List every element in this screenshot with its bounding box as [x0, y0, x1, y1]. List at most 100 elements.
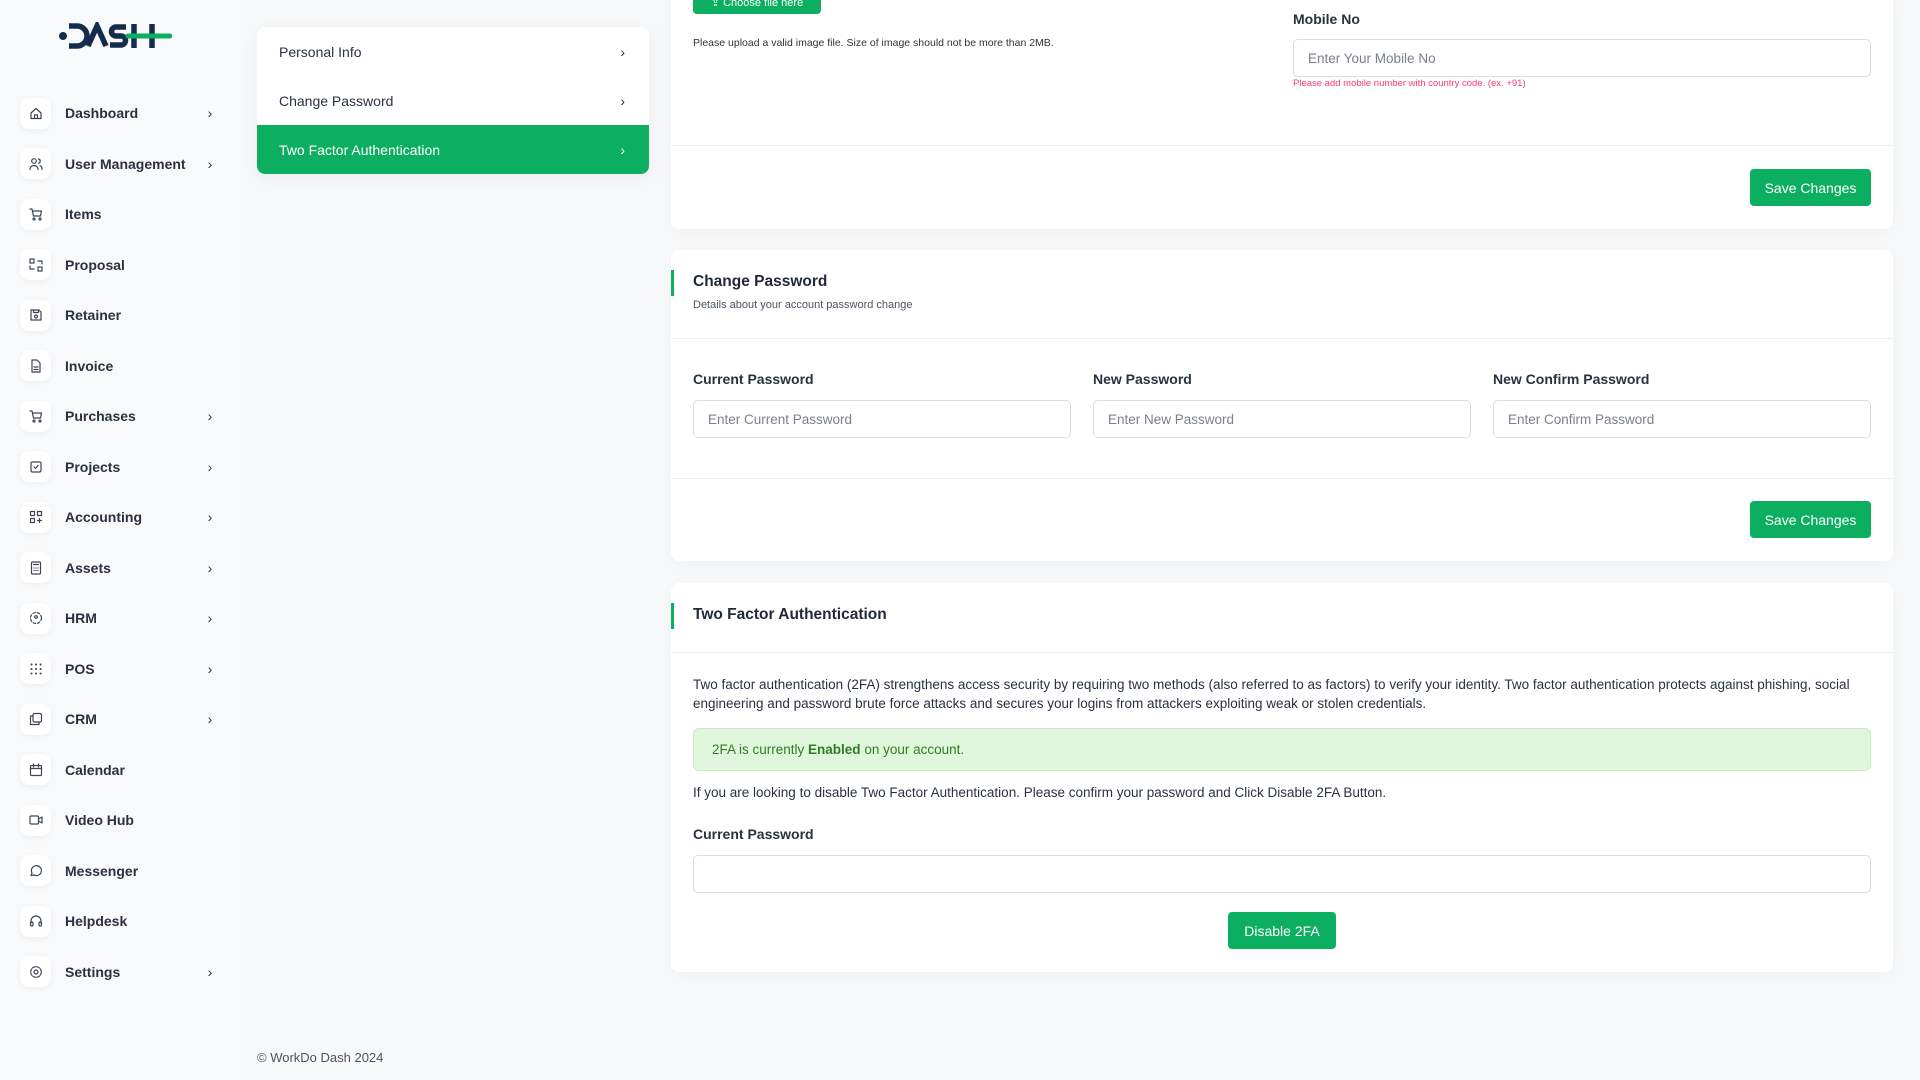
- sidebar-item-label: Calendar: [65, 761, 125, 778]
- sidebar-nav: Dashboard › User Management › Items Prop…: [20, 88, 220, 997]
- sidebar-item-label: Assets: [65, 559, 111, 576]
- divider: [671, 478, 1893, 479]
- card-title: Two Factor Authentication: [693, 606, 887, 623]
- cart-icon: [20, 400, 51, 432]
- sidebar-item-label: Dashboard: [65, 105, 139, 122]
- sidebar-item-helpdesk[interactable]: Helpdesk: [20, 896, 220, 947]
- sidebar-item-hrm[interactable]: HRM ›: [20, 593, 220, 644]
- sidebar-item-proposal[interactable]: Proposal: [20, 240, 220, 291]
- sidebar-item-label: Invoice: [65, 357, 114, 374]
- sidebar-item-calendar[interactable]: Calendar: [20, 745, 220, 796]
- sidebar-item-items[interactable]: Items: [20, 189, 220, 240]
- choose-file-button[interactable]: ⇪ Choose file here: [693, 0, 821, 14]
- card-title: Change Password: [693, 273, 828, 290]
- chevron-right-icon: ›: [207, 509, 213, 526]
- sidebar-item-accounting[interactable]: Accounting ›: [20, 492, 220, 543]
- calculator-icon: [20, 552, 51, 584]
- submenu-item-label: Personal Info: [279, 43, 362, 60]
- cart-icon: [20, 198, 51, 230]
- square-check-icon: [20, 451, 51, 483]
- layers-icon: [20, 703, 51, 735]
- sidebar-item-user-management[interactable]: User Management ›: [20, 139, 220, 190]
- exchange-icon: [20, 249, 51, 281]
- sidebar-item-label: POS: [65, 660, 95, 677]
- two-factor-card: Two Factor Authentication Two factor aut…: [671, 583, 1893, 972]
- sidebar-item-label: Helpdesk: [65, 913, 128, 930]
- sidebar-item-pos[interactable]: POS ›: [20, 644, 220, 695]
- sidebar-item-purchases[interactable]: Purchases ›: [20, 391, 220, 442]
- chevron-right-icon: ›: [620, 141, 625, 158]
- message-icon: [20, 855, 51, 887]
- save-password-button[interactable]: Save Changes: [1750, 501, 1871, 538]
- sidebar-item-video-hub[interactable]: Video Hub: [20, 795, 220, 846]
- chevron-right-icon: ›: [620, 43, 625, 60]
- sidebar-item-messenger[interactable]: Messenger: [20, 846, 220, 897]
- current-password-input[interactable]: [693, 400, 1071, 438]
- chevron-right-icon: ›: [620, 92, 625, 109]
- chevron-right-icon: ›: [207, 559, 213, 576]
- mobile-input[interactable]: [1293, 39, 1871, 77]
- sidebar-item-label: HRM: [65, 610, 97, 627]
- sidebar-item-label: Purchases: [65, 408, 136, 425]
- sidebar-item-invoice[interactable]: Invoice: [20, 341, 220, 392]
- current-password-label: Current Password: [693, 371, 814, 387]
- sidebar-item-label: Items: [65, 206, 102, 223]
- chevron-right-icon: ›: [207, 660, 213, 677]
- gear-icon: [20, 956, 51, 988]
- calendar-icon: [20, 754, 51, 786]
- card-subtitle: Details about your account password chan…: [693, 299, 913, 311]
- confirm-password-input[interactable]: [1493, 400, 1871, 438]
- chevron-right-icon: ›: [207, 155, 213, 172]
- sidebar-item-retainer[interactable]: Retainer: [20, 290, 220, 341]
- apps-icon: [20, 501, 51, 533]
- confirm-password-group: New Confirm Password: [1493, 371, 1871, 438]
- chevron-right-icon: ›: [207, 610, 213, 627]
- users-icon: [20, 148, 51, 180]
- change-password-card: Change Password Details about your accou…: [671, 250, 1893, 561]
- submenu-item-label: Change Password: [279, 92, 394, 109]
- submenu-item-personal-info[interactable]: Personal Info ›: [257, 27, 649, 76]
- sidebar-item-label: Messenger: [65, 862, 139, 879]
- save-personal-button[interactable]: Save Changes: [1750, 169, 1871, 206]
- card-header: Change Password Details about your accou…: [671, 250, 1893, 339]
- hrm-icon: [20, 602, 51, 634]
- file-invoice-icon: [20, 350, 51, 382]
- two-factor-description: Two factor authentication (2FA) strength…: [693, 677, 1850, 711]
- personal-info-card: ⇪ Choose file here Please upload a valid…: [671, 0, 1893, 229]
- card-header: Two Factor Authentication: [671, 583, 1893, 653]
- profile-submenu: Personal Info › Change Password › Two Factor…: [257, 27, 649, 174]
- new-password-input[interactable]: [1093, 400, 1471, 438]
- chevron-right-icon: ›: [207, 458, 213, 475]
- sidebar-item-label: Proposal: [65, 256, 125, 273]
- sidebar: Dashboard › User Management › Items Prop…: [0, 0, 240, 1080]
- home-icon: [20, 97, 51, 129]
- status-badge: Enabled: [808, 742, 861, 757]
- logo[interactable]: [58, 19, 173, 55]
- current-password-label: Current Password: [693, 826, 814, 842]
- current-password-input[interactable]: [693, 855, 1871, 893]
- dash-logo-icon: [59, 19, 173, 49]
- footer-copyright: © WorkDo Dash 2024: [257, 1050, 384, 1065]
- disable-2fa-button[interactable]: Disable 2FA: [1228, 912, 1336, 949]
- divider: [671, 145, 1893, 146]
- sidebar-item-assets[interactable]: Assets ›: [20, 543, 220, 594]
- submenu-item-change-password[interactable]: Change Password ›: [257, 76, 649, 125]
- sidebar-item-settings[interactable]: Settings ›: [20, 947, 220, 998]
- submenu-item-two-factor-authentication[interactable]: Two Factor Authentication ›: [257, 125, 649, 174]
- upload-hint: Please upload a valid image file. Size o…: [693, 37, 1054, 49]
- sidebar-item-label: Video Hub: [65, 812, 134, 829]
- grid-dots-icon: [20, 653, 51, 685]
- sidebar-item-label: Retainer: [65, 307, 122, 324]
- sidebar-item-crm[interactable]: CRM ›: [20, 694, 220, 745]
- password-fields: Current Password New Password New Confir…: [671, 339, 1893, 438]
- video-icon: [20, 804, 51, 836]
- chevron-right-icon: ›: [207, 711, 213, 728]
- headset-icon: [20, 905, 51, 937]
- submenu-item-label: Two Factor Authentication: [279, 141, 441, 158]
- sidebar-item-projects[interactable]: Projects ›: [20, 442, 220, 493]
- mobile-hint: Please add mobile number with country co…: [1293, 78, 1526, 89]
- chevron-right-icon: ›: [207, 408, 213, 425]
- sidebar-item-label: User Management: [65, 155, 186, 172]
- disable-instruction: If you are looking to disable Two Factor…: [693, 785, 1387, 800]
- sidebar-item-dashboard[interactable]: Dashboard ›: [20, 88, 220, 139]
